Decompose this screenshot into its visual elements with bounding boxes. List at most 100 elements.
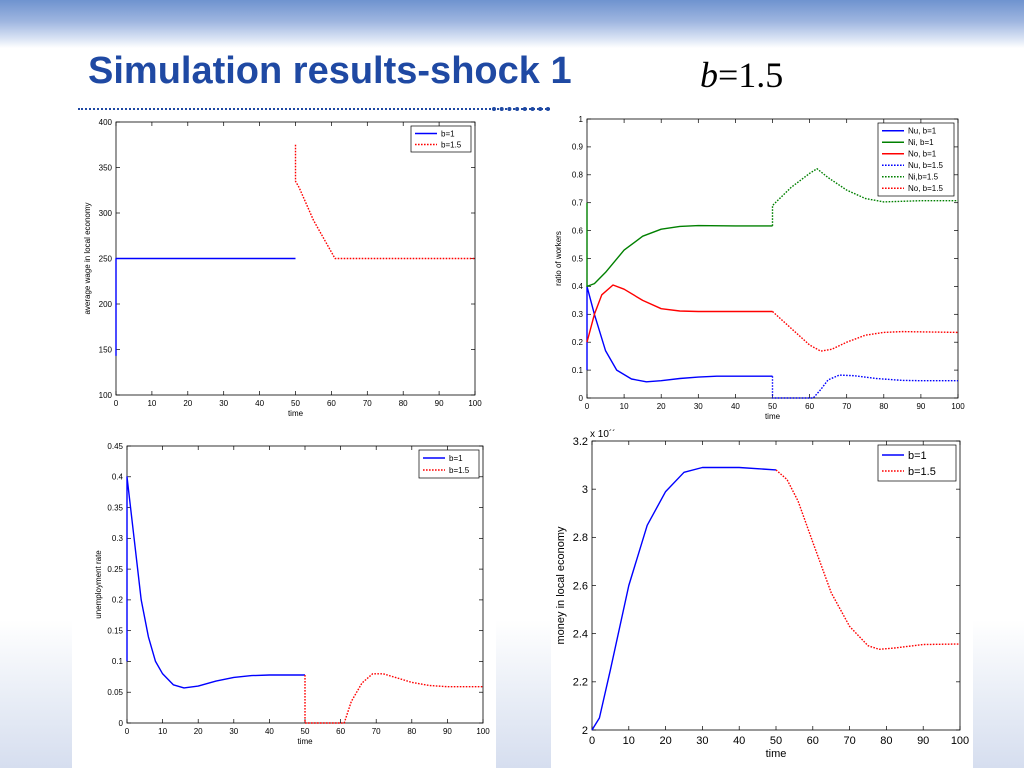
x-tick-label: 10	[623, 735, 635, 747]
x-axis-label: time	[766, 748, 787, 760]
y-tick-label: 350	[99, 163, 113, 172]
series-line-b-1-5	[775, 469, 961, 650]
series-line-b-1	[126, 476, 305, 689]
plot-panel-unemployment: 0 10 20 30 40 50 60 70 80 90 100 0 0.05 0.1 0.15 0.2 0.2…	[72, 437, 496, 768]
y-tick-label: 1	[579, 115, 584, 124]
y-tick-label: 0.35	[107, 503, 123, 512]
money-chart: 0 10 20 30 40 50 60 70 80 90 100 2 2.2 2.4 2.6 2.8 3 3.2 t…	[555, 428, 969, 760]
y-tick-label: 0.5	[572, 254, 584, 263]
y-tick-label: 0.15	[107, 626, 123, 635]
x-tick-label: 60	[336, 727, 345, 736]
title-divider-accent	[492, 107, 550, 111]
y-tick-label: 0.9	[572, 143, 584, 152]
y-tick-label: 0.3	[572, 310, 584, 319]
series-line-no-b-1-5	[772, 310, 959, 352]
x-axis-label: time	[765, 412, 781, 421]
series-line-nu-b-1-5	[771, 374, 958, 399]
series-line-b-1-5	[304, 673, 483, 724]
y-tick-label: 400	[99, 118, 113, 127]
legend-box	[877, 122, 955, 197]
x-tick-label: 20	[657, 402, 666, 411]
legend-label: b=1.5	[908, 466, 936, 478]
x-tick-label: 60	[327, 399, 336, 408]
y-tick-label: 0.1	[112, 657, 124, 666]
legend-box	[418, 449, 480, 479]
x-tick-label: 100	[476, 727, 490, 736]
legend-label: Nu, b=1	[908, 127, 937, 136]
x-axis-label: time	[288, 409, 304, 418]
y-tick-label: 100	[99, 391, 113, 400]
x-tick-label: 40	[733, 735, 745, 747]
series-line-b-1	[591, 466, 777, 731]
legend-box	[877, 444, 957, 482]
y-tick-label: 3.2	[573, 436, 588, 448]
x-tick-label: 90	[435, 399, 444, 408]
x-tick-label: 20	[659, 735, 671, 747]
series-line-no-b-1	[586, 284, 773, 343]
legend-box	[410, 125, 472, 153]
x-axis-label: time	[297, 737, 313, 746]
series-line-ni-b-1-5	[771, 168, 958, 226]
y-tick-label: 0.3	[112, 534, 124, 543]
x-tick-label: 20	[183, 399, 192, 408]
y-tick-label: 250	[99, 254, 113, 263]
series-line-b-1-5	[294, 144, 475, 260]
x-tick-label: 100	[468, 399, 482, 408]
y-tick-label: 2.6	[573, 580, 588, 592]
y-tick-label: 2.2	[573, 677, 588, 689]
y-tick-label: 3	[582, 484, 588, 496]
x-tick-label: 50	[768, 402, 777, 411]
x-tick-label: 60	[805, 402, 814, 411]
y-tick-label: 0.8	[572, 171, 584, 180]
x-tick-label: 10	[158, 727, 167, 736]
y-tick-label: 0.45	[107, 442, 123, 451]
x-tick-label: 40	[255, 399, 264, 408]
y-tick-label: 0.1	[572, 366, 584, 375]
y-tick-label: 0.05	[107, 688, 123, 697]
title-divider	[78, 108, 550, 110]
header-band	[0, 0, 1024, 48]
wage-chart: 0 10 20 30 40 50 60 70 80 90 100 100 150 200 250 300 350…	[83, 118, 482, 418]
x-tick-label: 80	[879, 402, 888, 411]
x-tick-label: 70	[842, 402, 851, 411]
formula-value: =1.5	[718, 55, 784, 95]
x-tick-label: 40	[265, 727, 274, 736]
x-tick-label: 10	[147, 399, 156, 408]
y-tick-label: 0.4	[112, 473, 124, 482]
x-tick-label: 0	[114, 399, 119, 408]
slide-title: Simulation results-shock 1	[88, 50, 572, 92]
x-tick-label: 10	[620, 402, 629, 411]
x-tick-label: 100	[951, 402, 965, 411]
axes-box	[126, 445, 484, 724]
x-tick-label: 50	[301, 727, 310, 736]
series-line-b-1	[115, 257, 296, 356]
worker-ratio-chart: 0 10 20 30 40 50 60 70 80 90 100 0 0.1 0.2 0.3 0.4 0.5 0.…	[554, 115, 965, 421]
y-tick-label: 300	[99, 209, 113, 218]
y-axis-label: average wage in local economy	[83, 202, 92, 314]
x-tick-label: 50	[770, 735, 782, 747]
plot-panel-money: 0 10 20 30 40 50 60 70 80 90 100 2 2.2 2.4 2.6 2.8 3 3.2 t…	[551, 424, 973, 768]
axes-box	[591, 440, 961, 731]
legend-label: b=1.5	[449, 466, 470, 475]
y-axis-label: ratio of workers	[554, 231, 563, 286]
x-tick-label: 90	[916, 402, 925, 411]
y-tick-label: 0.2	[112, 596, 124, 605]
legend-label: b=1	[441, 129, 455, 138]
legend-label: Ni, b=1	[908, 138, 934, 147]
legend-label: b=1	[449, 454, 463, 463]
y-tick-label: 2	[582, 725, 588, 737]
formula: b=1.5	[700, 54, 783, 96]
plot-panel-workers: 0 10 20 30 40 50 60 70 80 90 100 0 0.1 0.2 0.3 0.4 0.5 0.…	[552, 110, 972, 428]
x-tick-label: 80	[407, 727, 416, 736]
legend-label: b=1.5	[441, 140, 462, 149]
x-tick-label: 0	[589, 735, 595, 747]
legend-label: Nu, b=1.5	[908, 161, 943, 170]
x-tick-label: 30	[694, 402, 703, 411]
x-tick-label: 60	[807, 735, 819, 747]
y-tick-label: 0.7	[572, 199, 584, 208]
legend-label: No, b=1.5	[908, 184, 943, 193]
x-tick-label: 50	[291, 399, 300, 408]
x-tick-label: 70	[372, 727, 381, 736]
y-tick-label: 200	[99, 300, 113, 309]
y-tick-label: 0.4	[572, 282, 584, 291]
